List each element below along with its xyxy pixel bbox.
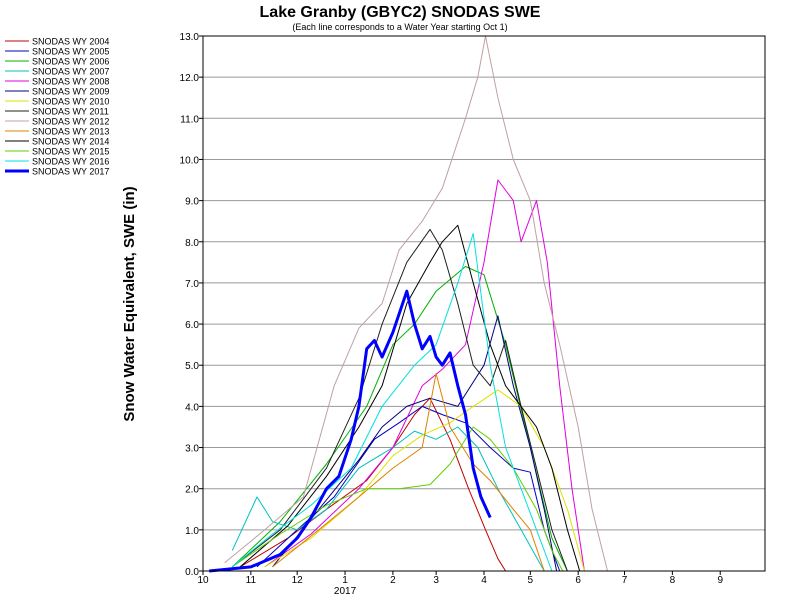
series-line-snodas-wy-2016 (231, 233, 553, 572)
gridlines (203, 35, 765, 572)
series-line-snodas-wy-2017 (209, 289, 492, 573)
series-line-snodas-wy-2012 (224, 35, 608, 572)
legend-label: SNODAS WY 2007 (32, 67, 109, 77)
legend-label: SNODAS WY 2005 (32, 47, 109, 57)
y-tick-label: 12.0 (180, 73, 200, 84)
y-axis: 0.0 1.0 2.0 3.0 4.0 5.0 6.0 7.0 8.0 9.0 10.0 11.0 12… (180, 32, 203, 578)
series-lines (209, 35, 608, 573)
x-tick-label: 5 (528, 575, 534, 586)
legend-label: SNODAS WY 2015 (32, 147, 109, 157)
y-tick-label: 3.0 (185, 444, 199, 455)
legend-label: SNODAS WY 2012 (32, 117, 109, 127)
series-line-snodas-wy-2007 (231, 426, 545, 572)
x-tick-label: 3 (433, 575, 439, 586)
y-tick-label: 4.0 (185, 402, 199, 413)
series-line-snodas-wy-2015 (232, 426, 564, 572)
x-tick-label: 10 (197, 575, 209, 586)
series-line-snodas-wy-2005 (256, 405, 561, 572)
legend-label: SNODAS WY 2014 (32, 137, 109, 147)
series-line-snodas-wy-2014 (239, 224, 581, 572)
y-axis-label: Snow Water Equivalent, SWE (in) (121, 186, 138, 421)
y-tick-label: 9.0 (185, 197, 199, 208)
y-tick-label: 6.0 (185, 320, 199, 331)
y-tick-label: 11.0 (180, 114, 199, 125)
x-tick-label: 7 (622, 575, 628, 586)
legend-label: SNODAS WY 2011 (32, 107, 109, 117)
y-tick-label: 7.0 (185, 279, 199, 290)
x-year-label: 2017 (334, 586, 357, 597)
x-tick-label: 12 (292, 575, 304, 586)
legend-label: SNODAS WY 2008 (32, 77, 109, 87)
series-line-snodas-wy-2008 (264, 179, 585, 572)
plot-frame (202, 35, 766, 572)
y-tick-label: 8.0 (185, 238, 199, 249)
legend-label: SNODAS WY 2006 (32, 57, 109, 67)
x-tick-label: 11 (246, 575, 257, 586)
y-tick-label: 0.0 (185, 567, 199, 578)
x-tick-label: 2 (390, 575, 396, 586)
legend-label: SNODAS WY 2004 (32, 37, 109, 47)
y-tick-label: 5.0 (185, 361, 199, 372)
x-tick-label: 4 (481, 575, 487, 586)
y-tick-label: 13.0 (180, 32, 200, 43)
x-tick-label: 1 (342, 575, 348, 586)
legend-label: SNODAS WY 2010 (32, 97, 109, 107)
series-line-snodas-wy-2013 (272, 373, 545, 572)
x-tick-label: 8 (670, 575, 676, 586)
chart-title: Lake Granby (GBYC2) SNODAS SWE (260, 4, 541, 21)
legend-label: SNODAS WY 2013 (32, 127, 109, 137)
legend-label: SNODAS WY 2009 (32, 87, 109, 97)
x-tick-label: 6 (575, 575, 581, 586)
legend-label: SNODAS WY 2017 (32, 167, 109, 177)
series-line-snodas-wy-2011 (231, 228, 568, 572)
legend-label: SNODAS WY 2016 (32, 157, 109, 167)
y-tick-label: 2.0 (185, 485, 199, 496)
chart-subtitle: (Each line corresponds to a Water Year s… (292, 22, 507, 32)
x-tick-label: 9 (717, 575, 723, 586)
series-line-snodas-wy-2009 (272, 315, 558, 572)
y-tick-label: 1.0 (185, 526, 199, 537)
y-tick-label: 10.0 (180, 155, 200, 166)
